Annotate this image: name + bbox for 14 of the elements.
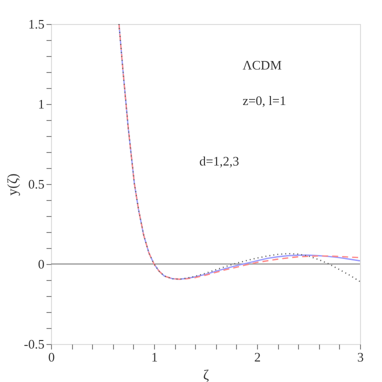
annotation: ΛCDM xyxy=(242,58,282,73)
y-axis-title: y(ζ) xyxy=(6,173,21,196)
x-axis-title: ζ xyxy=(203,368,210,382)
annotation: z=0, l=1 xyxy=(242,92,286,108)
y-tick-label: 0.5 xyxy=(28,176,44,192)
x-tick-label: 3 xyxy=(357,350,364,364)
y-tick-label: 1.5 xyxy=(28,16,44,32)
annotation: d=1,2,3 xyxy=(199,154,240,169)
y-tick-label: 1 xyxy=(38,96,44,112)
x-tick-label: 2 xyxy=(254,350,261,364)
x-tick-label: 1 xyxy=(151,350,158,364)
y-tick-label: 0 xyxy=(38,256,44,272)
x-tick-label: 0 xyxy=(48,350,55,364)
y-tick-label: -0.5 xyxy=(24,336,44,352)
